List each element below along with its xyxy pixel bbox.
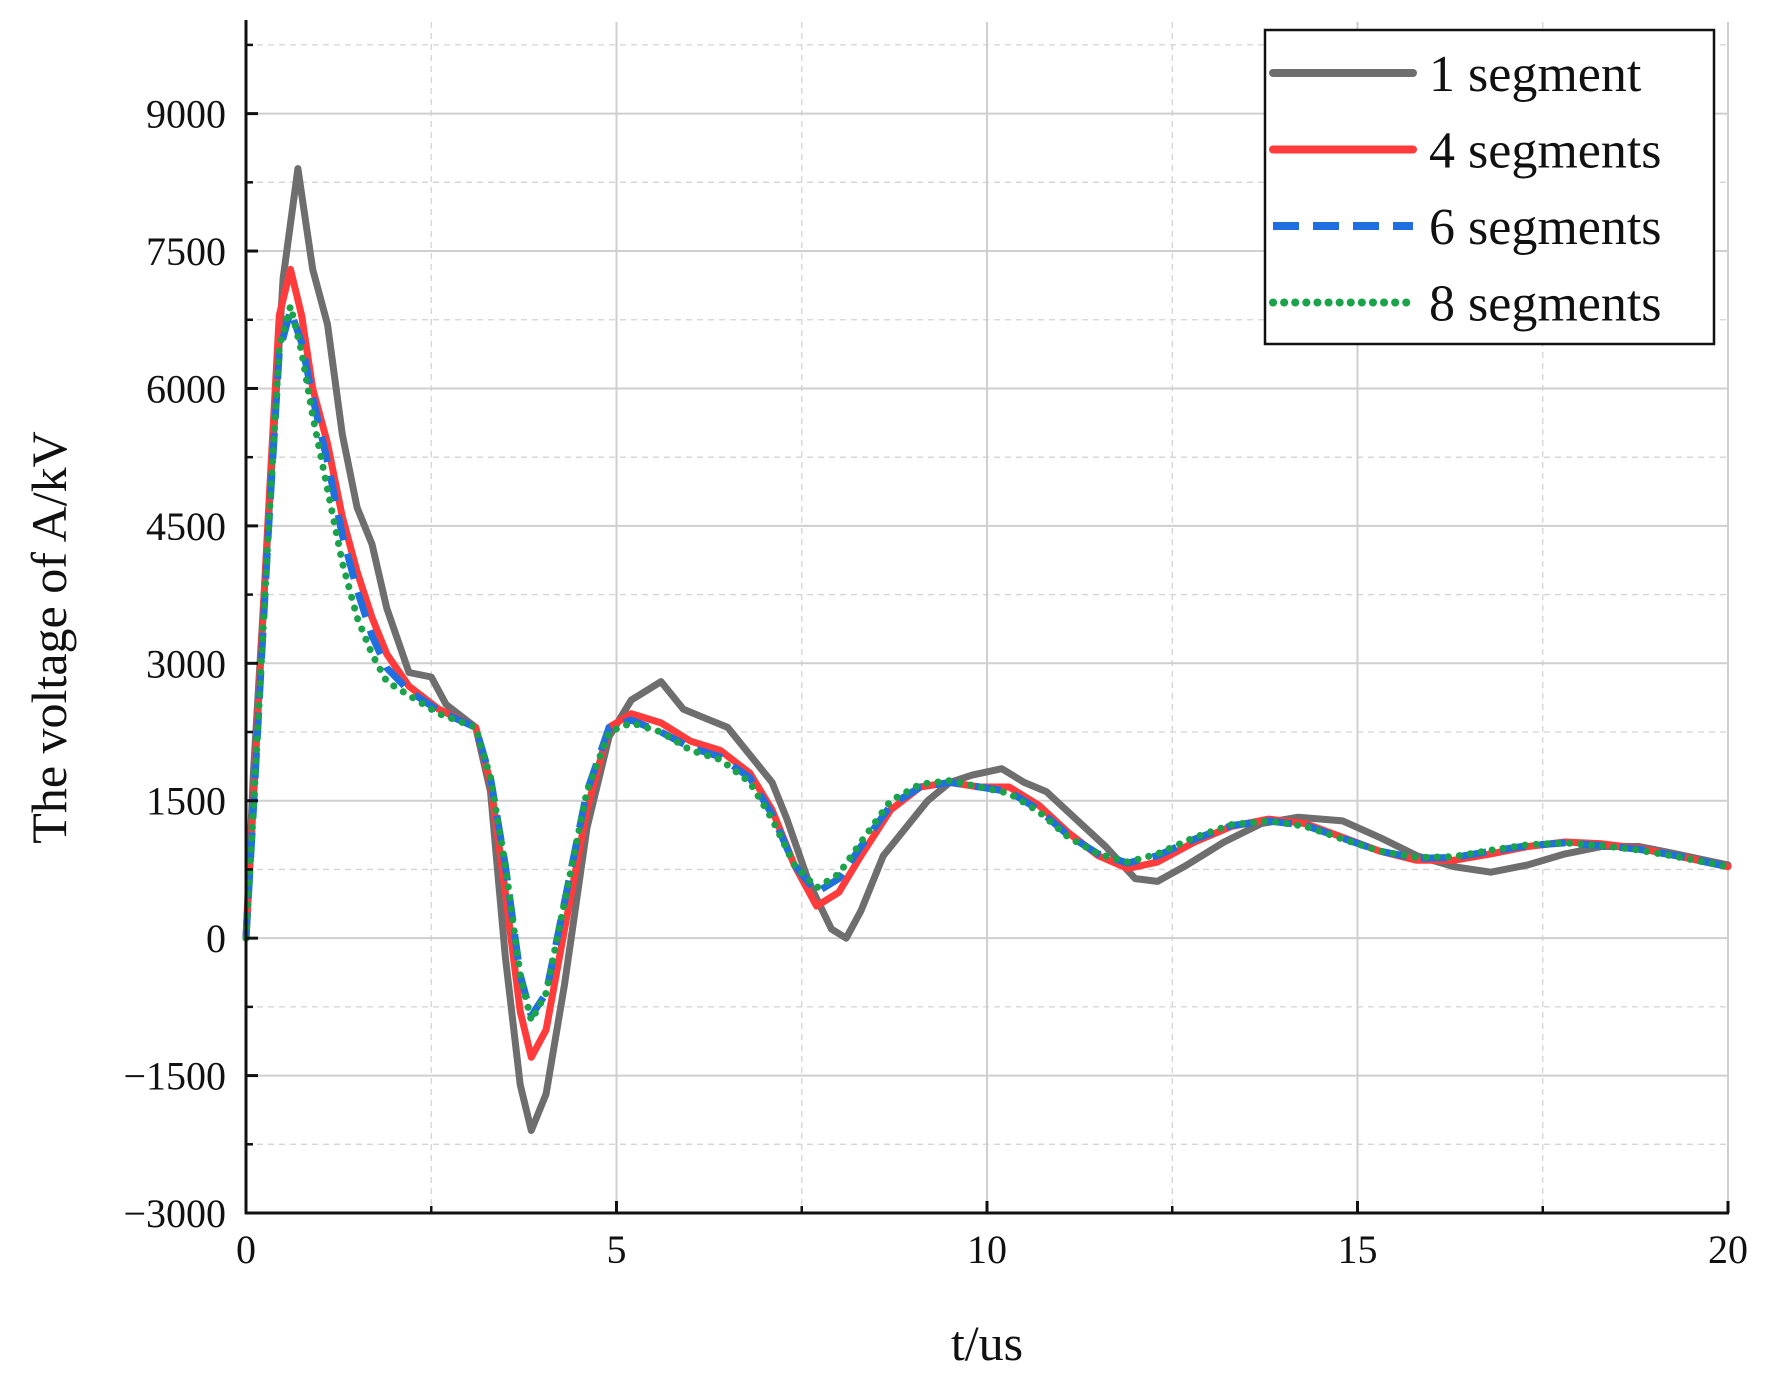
legend-label-4: 8 segments	[1429, 276, 1662, 333]
legend-label-3: 6 segments	[1429, 199, 1662, 256]
y-tick-label: 3000	[146, 641, 226, 686]
tick-labels: 0 5 10 15 20 −3000 −1500 0 1500 3000 4500 6000 7500 9…	[123, 92, 1748, 1272]
y-tick-label: 9000	[146, 92, 226, 137]
legend-label-1: 1 segment	[1429, 46, 1642, 103]
y-tick-label: 4500	[146, 504, 226, 549]
series-group	[242, 165, 1732, 1134]
y-tick-label: −3000	[123, 1191, 226, 1236]
legend-label-2: 4 segments	[1429, 123, 1662, 180]
y-tick-label: 7500	[146, 229, 226, 274]
x-tick-label: 5	[607, 1227, 627, 1272]
y-tick-label: 0	[206, 916, 226, 961]
y-tick-label: −1500	[123, 1054, 226, 1099]
x-axis-title: t/us	[951, 1315, 1023, 1371]
y-axis-title: The voltage of A/kV	[21, 431, 77, 843]
y-tick-label: 1500	[146, 779, 226, 824]
legend-box	[1263, 28, 1716, 346]
x-tick-label: 10	[967, 1227, 1007, 1272]
x-tick-label: 20	[1708, 1227, 1748, 1272]
x-tick-label: 0	[236, 1227, 256, 1272]
y-tick-label: 6000	[146, 366, 226, 411]
series-line-4	[242, 302, 1732, 1025]
axes	[244, 20, 1730, 1215]
legend: 1 segment 4 segments 6 segments 8 segments	[1263, 28, 1716, 346]
x-tick-label: 15	[1338, 1227, 1378, 1272]
grid	[246, 22, 1729, 1213]
